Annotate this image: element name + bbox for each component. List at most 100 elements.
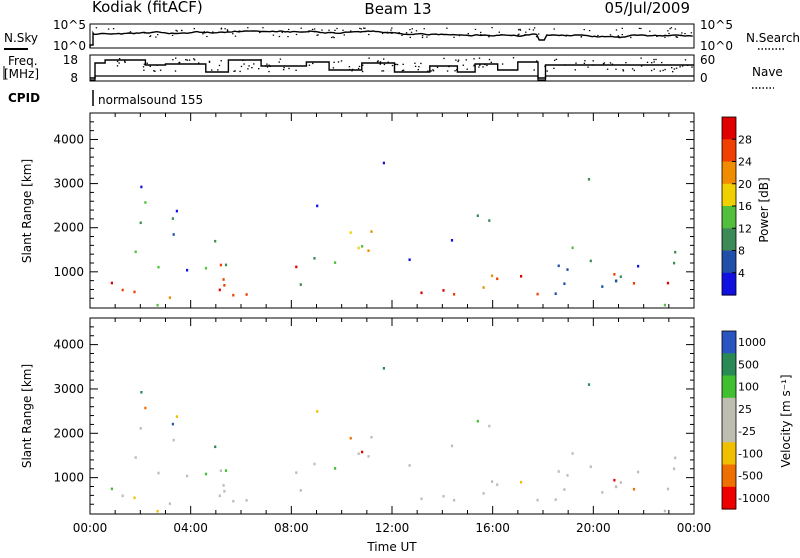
nave-dot <box>564 64 566 66</box>
power-colorbar-label: 28 <box>738 133 752 146</box>
nsearch-dot <box>535 36 538 38</box>
nsky-tick-top: 10^5 <box>53 18 86 32</box>
velocity-colorbar-label: 25 <box>738 403 752 416</box>
nsearch-dot <box>171 34 174 36</box>
velocity-cell <box>168 502 171 505</box>
power-cell <box>613 273 616 276</box>
nave-dot <box>362 64 364 66</box>
nsearch-dot <box>359 27 361 29</box>
nsearch-dot <box>667 30 669 32</box>
nsearch-dot <box>281 31 283 34</box>
velocity-cell <box>619 481 622 484</box>
nave-dot <box>401 69 404 72</box>
freq-label-2: [MHz] <box>4 67 39 81</box>
power-cell <box>614 279 618 283</box>
nsearch-dot <box>308 30 310 32</box>
nsearch-dot <box>363 27 365 29</box>
nave-dot <box>381 70 383 72</box>
freq-panel-frame <box>89 54 695 82</box>
velocity-cell <box>536 498 539 502</box>
nave-dot <box>574 69 576 71</box>
nave-dot <box>603 62 606 64</box>
nave-dot <box>646 61 649 63</box>
power-ylabel: Slant Range [km] <box>20 159 34 263</box>
velocity-cell <box>186 474 189 478</box>
power-colorbar-label: Power [dB] <box>757 177 771 242</box>
power-colorbar-label: 12 <box>738 222 752 235</box>
nave-dot <box>490 61 492 63</box>
nsearch-dot <box>206 35 208 38</box>
velocity-cell <box>601 491 604 494</box>
power-cell <box>121 288 124 292</box>
x-tick-label: 00:00 <box>73 521 108 535</box>
nave-dot <box>661 61 663 64</box>
nsearch-dot <box>533 27 536 29</box>
power-cell <box>674 250 677 254</box>
velocity-cell <box>214 445 217 449</box>
nsearch-dot <box>247 27 249 29</box>
power-cell <box>361 245 364 248</box>
nave-dot <box>116 65 119 67</box>
velocity-cell <box>361 450 364 454</box>
power-cell <box>482 286 485 289</box>
nsearch-dot <box>365 30 367 32</box>
nave-dot <box>418 66 420 68</box>
nsearch-dot <box>583 29 585 31</box>
velocity-cell <box>157 471 160 475</box>
nave-dot <box>592 64 595 66</box>
velocity-heatmap <box>110 367 677 513</box>
velocity-colorbar-swatch <box>722 464 736 488</box>
velocity-panel: 1000 2000 3000 4000 Slant Range [km] <box>20 317 695 515</box>
velocity-colorbar-label: -1000 <box>738 492 770 505</box>
nave-dot <box>142 66 145 68</box>
nave-tick-bottom: 0 <box>700 71 708 85</box>
nsearch-dot <box>259 31 261 34</box>
velocity-cell <box>245 499 248 502</box>
nsearch-dot <box>313 28 316 30</box>
nsearch-dot <box>670 27 673 29</box>
nave-dot <box>242 59 244 61</box>
nsearch-dot <box>295 33 298 36</box>
nave-dot <box>377 60 379 62</box>
velocity-cell <box>139 427 142 430</box>
nave-dot <box>396 63 399 66</box>
nsearch-dot <box>318 31 320 33</box>
velocity-cell <box>663 509 666 513</box>
nsearch-dot <box>518 33 520 35</box>
nave-dot <box>553 67 555 69</box>
nave-dot <box>376 61 379 63</box>
nave-dot <box>234 70 236 72</box>
y-tick-label: 4000 <box>53 338 84 352</box>
velocity-colorbar-label: -500 <box>738 470 763 483</box>
nsearch-dot <box>409 29 411 31</box>
velocity-colorbar-swatch <box>722 397 736 421</box>
freq-traces <box>90 57 694 81</box>
nsearch-dot <box>640 27 642 30</box>
power-cell <box>110 281 113 285</box>
nave-dot <box>651 62 653 64</box>
nave-dot <box>266 63 268 65</box>
velocity-cell <box>218 494 221 498</box>
power-cell <box>563 282 566 285</box>
nave-dot <box>675 67 678 69</box>
x-tick-label: 12:00 <box>375 521 410 535</box>
nave-dot <box>473 65 475 67</box>
nsearch-dot <box>193 28 195 30</box>
nave-dot <box>143 63 146 65</box>
nsearch-dot <box>203 31 205 33</box>
power-cell <box>156 303 159 307</box>
velocity-colorbar-swatch <box>722 375 736 399</box>
nave-dot <box>260 59 262 61</box>
nsearch-dot <box>308 31 310 33</box>
nave-dot <box>478 57 481 59</box>
nsearch-dot <box>176 30 178 32</box>
nave-dot <box>653 58 655 61</box>
power-colorbar-label: 20 <box>738 178 752 191</box>
nave-dot <box>218 64 221 67</box>
nave-dot <box>466 68 468 70</box>
nsearch-tick-bottom: 10^0 <box>700 39 733 53</box>
velocity-cell <box>299 489 302 492</box>
nave-dot <box>457 59 460 61</box>
power-cell <box>601 285 604 288</box>
nsearch-dot <box>690 32 693 34</box>
